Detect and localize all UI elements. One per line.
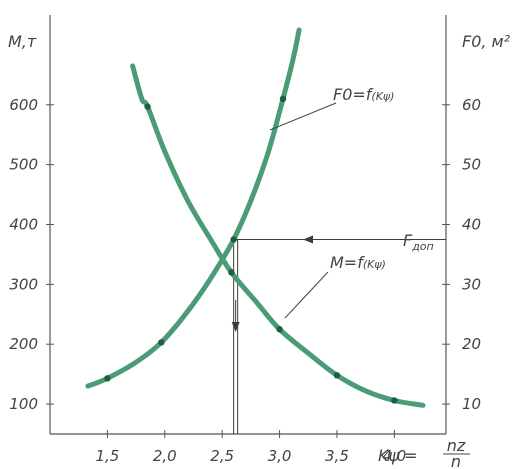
left-tick-label: 300 (9, 275, 38, 293)
x-axis-title-denominator: n (451, 452, 461, 469)
data-point (104, 375, 111, 382)
right-axis-title: F0, м² (462, 32, 511, 51)
left-tick-label: 400 (9, 216, 38, 234)
data-point (144, 103, 151, 110)
f0-leader-line (269, 102, 337, 131)
data-point (228, 269, 235, 276)
f0-series-label: F0=f(Kψ) (333, 85, 394, 104)
data-point (391, 397, 398, 404)
series-line (85, 27, 302, 389)
data-point (158, 339, 165, 346)
x-axis-title: Kψ = (378, 446, 418, 465)
right-tick-label: 20 (462, 335, 481, 353)
x-axis-title-numerator: nz (447, 436, 466, 455)
right-tick-label: 40 (462, 216, 481, 234)
x-tick-label: 2,0 (153, 447, 177, 465)
left-tick-label: 600 (9, 96, 38, 114)
right-tick-label: 50 (462, 156, 481, 174)
right-tick-label: 60 (462, 96, 481, 114)
data-point (230, 236, 237, 243)
left-tick-label: 200 (9, 335, 38, 353)
data-point (279, 95, 287, 103)
x-tick-label: 3,0 (268, 447, 292, 465)
labels: M,т F0, м² Kψ = nzn Fдоп F0=f(Kψ) M=f(Kψ) (8, 32, 511, 469)
m-leader-line (284, 271, 329, 319)
x-tick-label: 3,5 (325, 447, 349, 465)
data-point (276, 326, 283, 333)
x-tick-label: 2,5 (210, 447, 234, 465)
data-point (333, 372, 341, 379)
ticks: 100 200 300 400 500 600 10 20 30 40 50 60 1,5 2,0 2,5 3… (9, 96, 481, 465)
x-tick-label: 4,0 (382, 447, 406, 465)
fdop-label: Fдоп (403, 231, 434, 253)
data-markers (104, 95, 398, 404)
curves (85, 27, 426, 408)
left-axis-title: M,т (8, 32, 37, 51)
m-series-label: M=f(Kψ) (330, 253, 386, 272)
axes (49, 15, 447, 435)
right-tick-label: 10 (462, 395, 481, 413)
x-tick-label: 1,5 (95, 447, 119, 465)
left-tick-label: 100 (9, 395, 38, 413)
right-tick-label: 30 (462, 275, 481, 293)
left-tick-label: 500 (9, 156, 38, 174)
